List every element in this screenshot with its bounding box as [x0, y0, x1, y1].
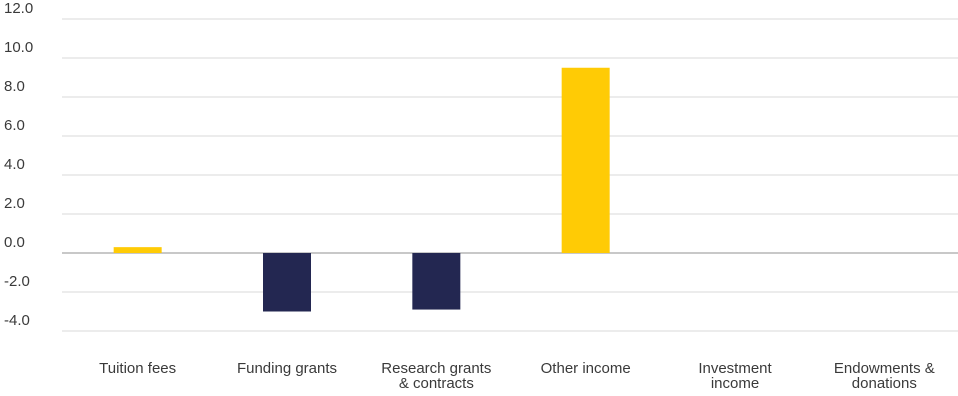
y-tick-label: -4.0 [4, 312, 30, 329]
y-tick-label: -2.0 [4, 273, 30, 290]
bar [113, 247, 162, 253]
bar [561, 67, 610, 253]
x-category-label: Funding grants [237, 360, 337, 377]
gridlines [62, 18, 958, 332]
x-category-label: Other income [541, 360, 631, 377]
bar [263, 253, 311, 312]
x-axis-category-labels: Tuition fees Funding grants Research grant… [99, 360, 935, 392]
x-category-label: Endowments & donations [834, 360, 935, 392]
y-tick-label: 6.0 [4, 117, 25, 134]
x-category-label-line: income [711, 375, 759, 392]
x-category-label-line: Investment [698, 360, 772, 377]
y-tick-label: 2.0 [4, 195, 25, 212]
y-tick-label: 10.0 [4, 39, 33, 56]
y-tick-label: 4.0 [4, 156, 25, 173]
x-category-label-line: Research grants [381, 360, 491, 377]
y-tick-label: 12.0 [4, 0, 33, 17]
x-category-label-line: & contracts [399, 375, 474, 392]
x-category-label: Research grants & contracts [381, 360, 491, 392]
x-category-label-line: Tuition fees [99, 360, 176, 377]
x-category-label-line: Endowments & [834, 360, 935, 377]
y-axis-tick-labels: 12.0 10.0 8.0 6.0 4.0 2.0 0.0 -2.0 -4.0 [4, 0, 33, 329]
y-tick-label: 8.0 [4, 78, 25, 95]
x-category-label: Investment income [698, 360, 772, 392]
x-category-label-line: Other income [541, 360, 631, 377]
x-category-label-line: Funding grants [237, 360, 337, 377]
x-category-label: Tuition fees [99, 360, 176, 377]
x-category-label-line: donations [852, 375, 917, 392]
bars [113, 67, 610, 312]
y-tick-label: 0.0 [4, 234, 25, 251]
bar [412, 253, 461, 310]
